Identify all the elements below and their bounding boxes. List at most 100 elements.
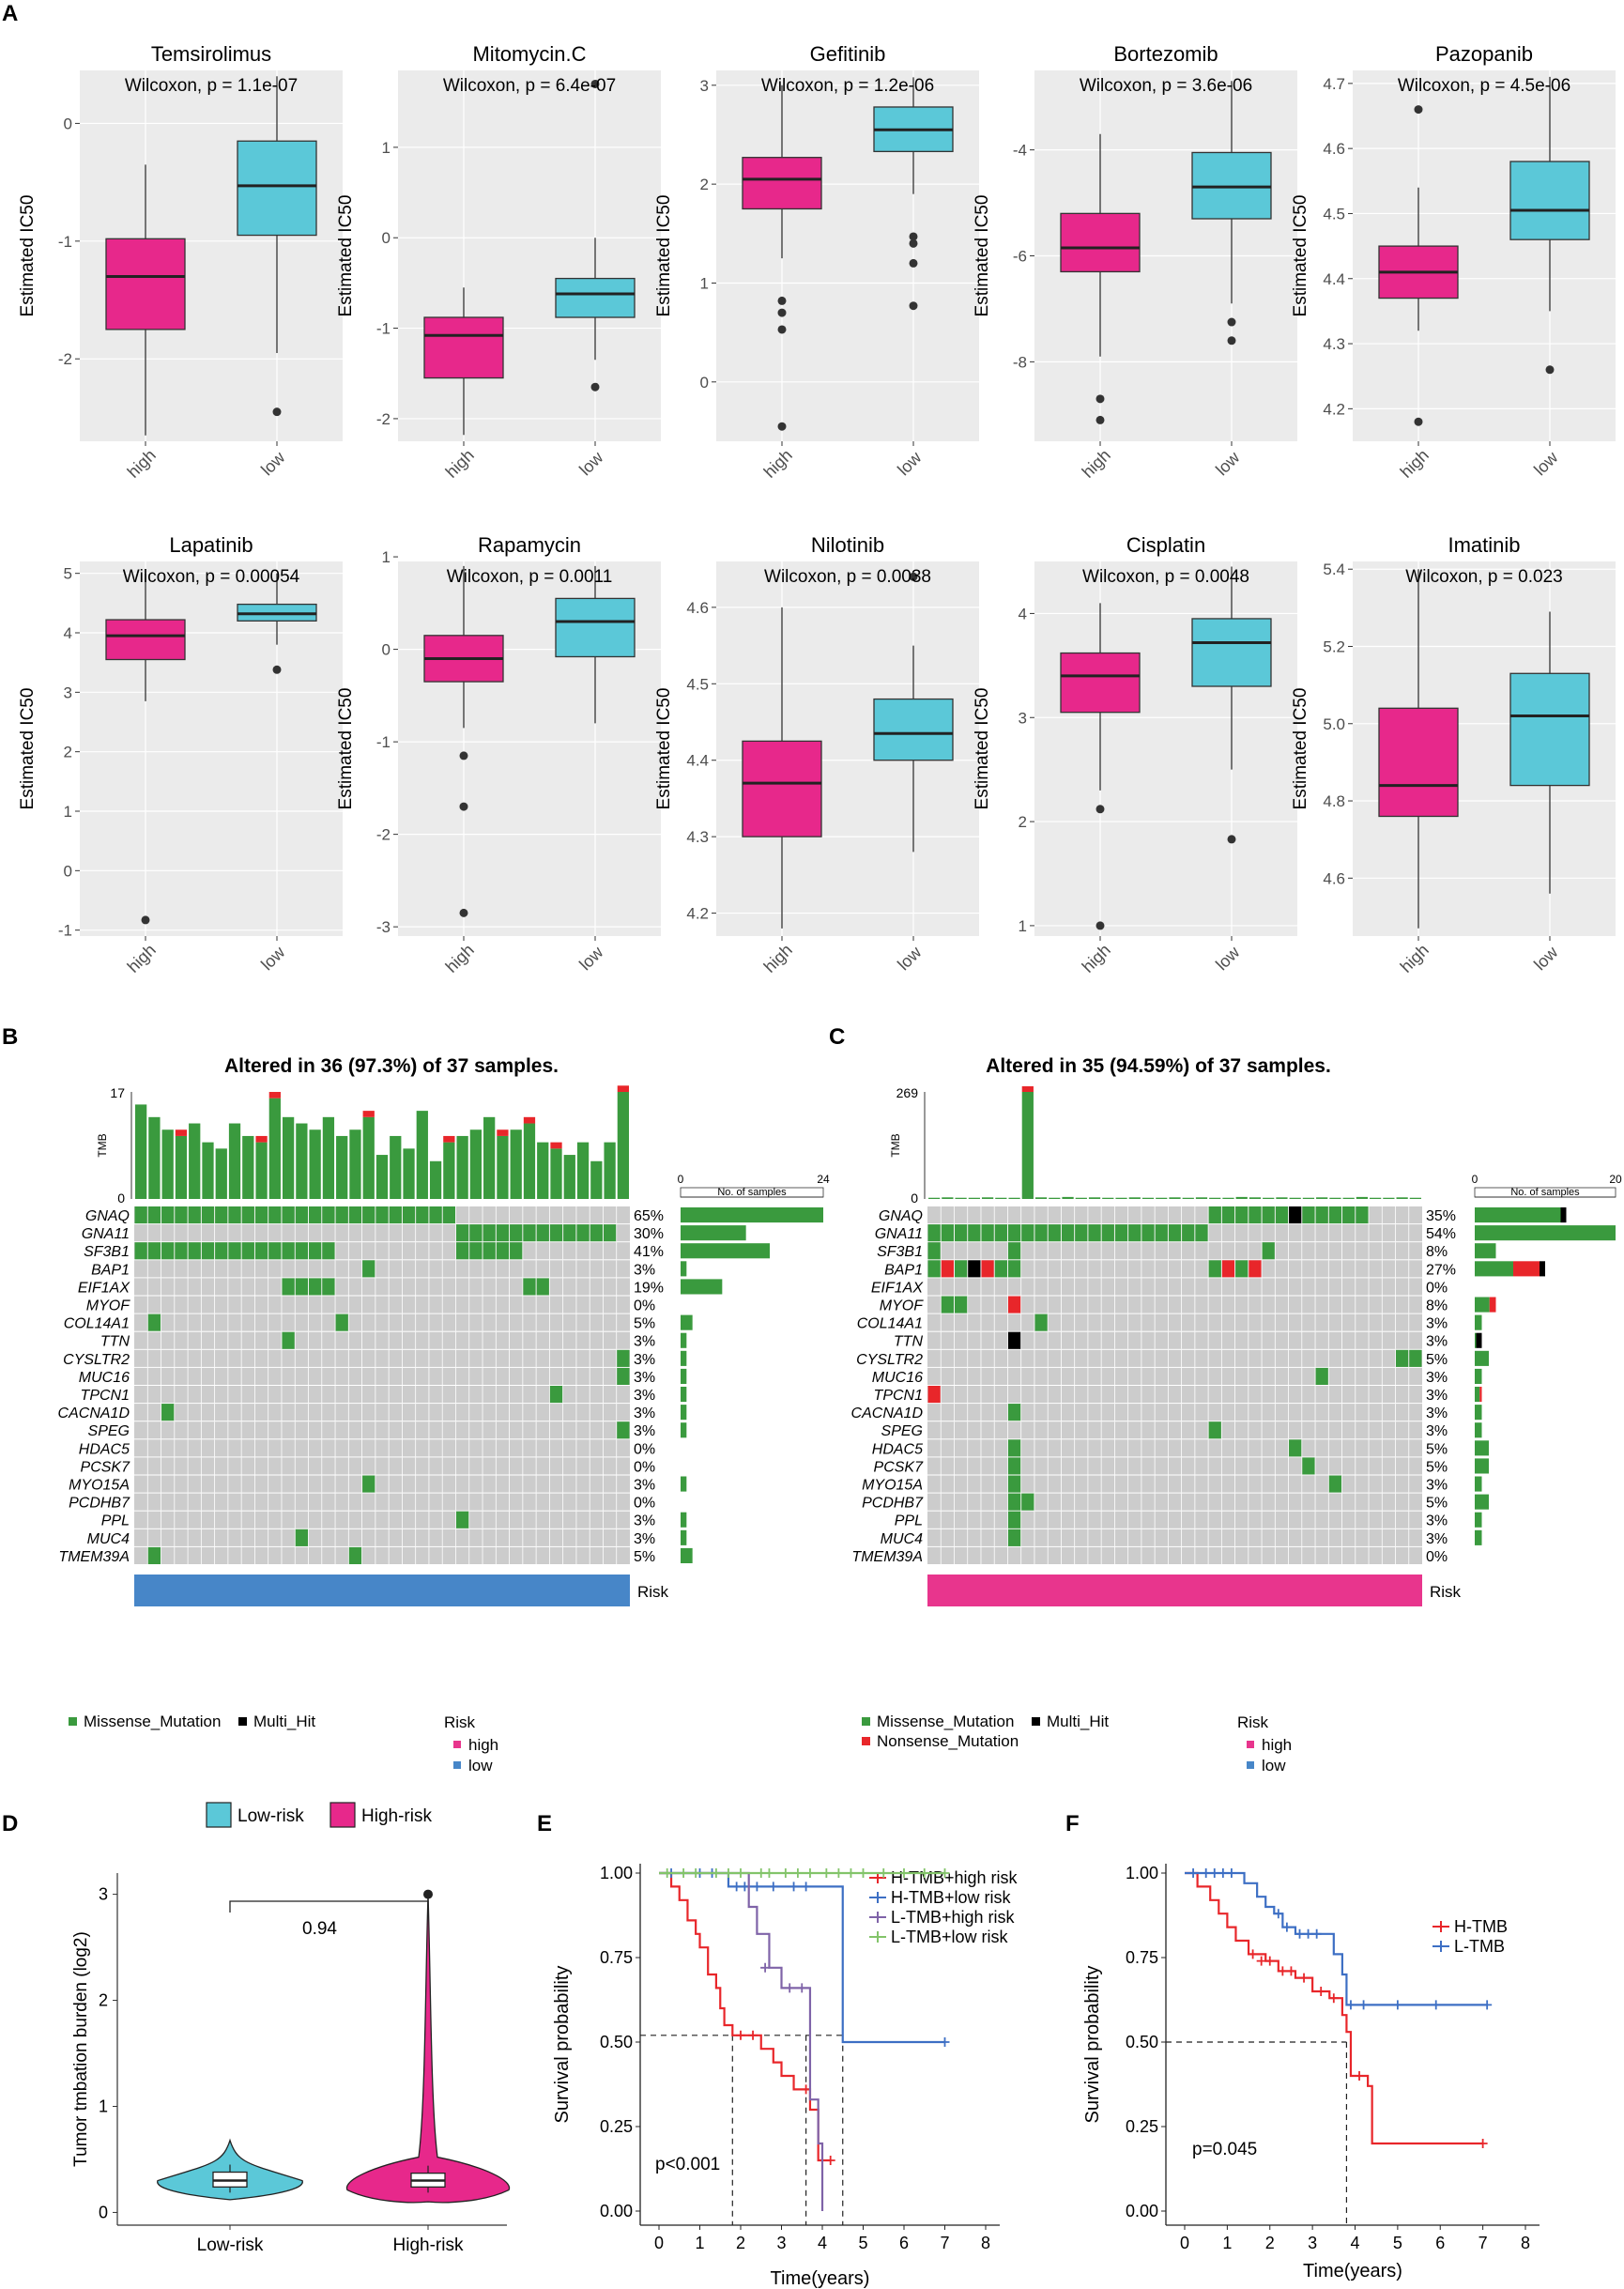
gene-row-bg (927, 1313, 1422, 1331)
gene-label: GNA11 (875, 1226, 923, 1242)
outlier-point (777, 325, 787, 334)
gene-label: HDAC5 (79, 1441, 130, 1457)
survival-panels: 0.00 0.25 0.50 0.75 1.00 0 1 2 3 4 5 6 7 8 Survival pr… (552, 1864, 1540, 2289)
tmb-bar (968, 1197, 980, 1199)
oncoplot-panel-b: Altered in 36 (97.3%) of 37 samples. 17 0 T… (58, 1055, 830, 1774)
mutation-cell (1302, 1457, 1315, 1475)
y-tick-label: 0 (99, 2203, 108, 2221)
y-tick-label: 0 (382, 641, 391, 659)
sample-count-bar (1475, 1387, 1480, 1403)
x-tick-label: 2 (1265, 2234, 1275, 2252)
wilcoxon-pvalue: Wilcoxon, p = 0.0011 (447, 567, 613, 587)
mutation-cell (496, 1242, 510, 1260)
box-high (1378, 707, 1459, 818)
y-tick-label: 2 (99, 1991, 108, 2010)
tmb-bar (995, 1197, 1007, 1199)
mutation-cell (228, 1206, 241, 1224)
tmb-bar (1222, 1197, 1234, 1199)
gene-row-bg (927, 1404, 1422, 1421)
risk-legend-swatch (1247, 1761, 1254, 1769)
risk-legend-title: Risk (1237, 1713, 1269, 1731)
y-tick-label: -2 (376, 410, 391, 428)
plot-background (398, 70, 661, 441)
mutation-cell (268, 1242, 282, 1260)
y-tick-label: 4 (1019, 605, 1027, 622)
tmb-bar (617, 1092, 629, 1199)
mutation-cell (1315, 1367, 1328, 1385)
box-high (105, 619, 186, 661)
alteration-pct: 5% (1426, 1459, 1448, 1475)
legend-key (1432, 1921, 1449, 1932)
tmb-bar (135, 1104, 147, 1199)
gene-row-bg (927, 1493, 1422, 1511)
tmb-max-label: 17 (110, 1085, 125, 1100)
y-axis-label: Estimated IC50 (654, 688, 674, 810)
x-tick-label: low (257, 942, 289, 974)
gene-row-bg (927, 1349, 1422, 1367)
logrank-pvalue: p=0.045 (1192, 2140, 1257, 2159)
mutation-cell (282, 1206, 295, 1224)
censor-mark (1299, 1973, 1310, 1983)
tmb-bar (1021, 1092, 1034, 1199)
y-tick-label: -8 (1013, 353, 1027, 371)
mutation-cell (469, 1242, 483, 1260)
panel-label-a: A (2, 1, 18, 26)
censor-mark (1248, 1949, 1258, 1959)
mutation-cell (442, 1206, 455, 1224)
mutation-cell (954, 1224, 968, 1242)
tmb-bar (590, 1160, 603, 1199)
outlier-point (272, 407, 282, 417)
mutation-cell (1182, 1224, 1195, 1242)
panel-label-f: F (1065, 1811, 1080, 1836)
sample-count-bar (681, 1368, 687, 1384)
alteration-pct: 5% (1426, 1352, 1448, 1368)
tmb-bar-nonsense (523, 1116, 536, 1124)
risk-legend-swatch (1247, 1741, 1254, 1748)
y-tick-label: 4.3 (686, 828, 709, 846)
mutation-cell (1208, 1421, 1221, 1439)
y-tick-label: 0.50 (1126, 2033, 1158, 2051)
panel-label-c: C (829, 1024, 845, 1050)
x-tick-label: 5 (1393, 2234, 1402, 2252)
gene-row-bg (134, 1493, 630, 1511)
km-plot-e: 0.00 0.25 0.50 0.75 1.00 0 1 2 3 4 5 6 7 8 Survival pr… (552, 1864, 1019, 2289)
mutation-cell (362, 1475, 375, 1493)
violin-plot: 0 1 2 3 Tumor tmbation burden (log2) Low-risk… (71, 1802, 511, 2255)
censor-mark (1328, 1993, 1339, 2004)
sample-count-bar (1475, 1440, 1489, 1456)
outlier-point (1095, 394, 1105, 404)
mutation-cell (1034, 1313, 1048, 1331)
tmb-bar (981, 1197, 994, 1199)
censor-mark (736, 2030, 745, 2040)
mutation-cell (1141, 1224, 1155, 1242)
sample-count-bar (1475, 1350, 1489, 1366)
legend-label: H-TMB (1454, 1917, 1508, 1936)
sample-axis-min: 0 (1472, 1173, 1478, 1186)
censor-mark (662, 1868, 672, 1878)
censor-mark (764, 1868, 774, 1878)
alteration-pct: 3% (1426, 1478, 1448, 1494)
x-tick-label: Low-risk (197, 2235, 264, 2255)
x-tick-label: low (894, 447, 926, 479)
gene-label: MUC16 (872, 1370, 923, 1386)
mutation-cell (1302, 1206, 1315, 1224)
boxplot-cisplatin: 4 3 2 1 high low Cisplatin Wilcoxon, p = 0.0048… (973, 533, 1297, 976)
mutation-cell (134, 1242, 147, 1260)
tmb-axis-label: TMB (889, 1133, 902, 1157)
gene-label: CYSLTR2 (63, 1352, 130, 1368)
tmb-bar (523, 1123, 536, 1199)
tmb-bar (1102, 1197, 1114, 1199)
tmb-bar (1182, 1197, 1194, 1199)
km-curve-l-tmb-high-risk (659, 1871, 824, 2211)
censor-mark (1316, 1987, 1326, 1996)
x-tick-label: high (1397, 446, 1432, 482)
x-tick-label: low (1212, 447, 1244, 479)
y-axis-label: Estimated IC50 (973, 688, 992, 810)
tmb-bar (1156, 1197, 1168, 1199)
mutation-cell (617, 1367, 630, 1385)
box-low (1509, 672, 1590, 787)
tmb-bar (563, 1155, 575, 1199)
mutation-cell (523, 1278, 536, 1296)
tmb-bar-nonsense (268, 1092, 281, 1098)
mutation-cell (954, 1260, 968, 1278)
